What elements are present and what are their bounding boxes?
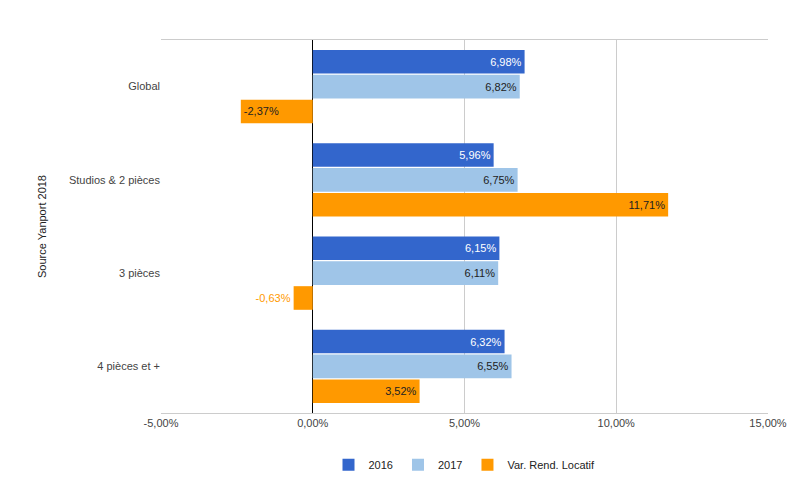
svg-text:6,11%: 6,11% [465,267,496,279]
svg-text:3 pièces: 3 pièces [119,267,160,279]
svg-text:6,55%: 6,55% [477,360,508,372]
svg-text:-2,37%: -2,37% [244,105,279,117]
svg-text:-0,63%: -0,63% [256,292,291,304]
svg-text:Global: Global [128,80,160,92]
svg-text:5,96%: 5,96% [459,149,490,161]
svg-text:5,00%: 5,00% [449,417,480,429]
svg-text:-5,00%: -5,00% [144,417,179,429]
svg-text:Source Yanport 2018: Source Yanport 2018 [36,175,48,278]
svg-text:0,00%: 0,00% [297,417,328,429]
svg-text:6,82%: 6,82% [485,81,516,93]
svg-text:4 pièces et +: 4 pièces et + [97,360,160,372]
svg-text:6,32%: 6,32% [470,336,501,348]
svg-text:15,00%: 15,00% [749,417,787,429]
svg-text:Var. Rend. Locatif: Var. Rend. Locatif [507,459,595,471]
svg-text:2017: 2017 [438,459,462,471]
svg-text:3,52%: 3,52% [385,385,416,397]
svg-text:6,15%: 6,15% [465,242,496,254]
svg-text:6,98%: 6,98% [490,56,521,68]
svg-text:6,75%: 6,75% [483,174,514,186]
svg-text:10,00%: 10,00% [598,417,636,429]
svg-text:11,71%: 11,71% [628,199,665,211]
svg-text:Studios & 2 pièces: Studios & 2 pièces [69,174,161,186]
svg-text:2016: 2016 [369,459,393,471]
